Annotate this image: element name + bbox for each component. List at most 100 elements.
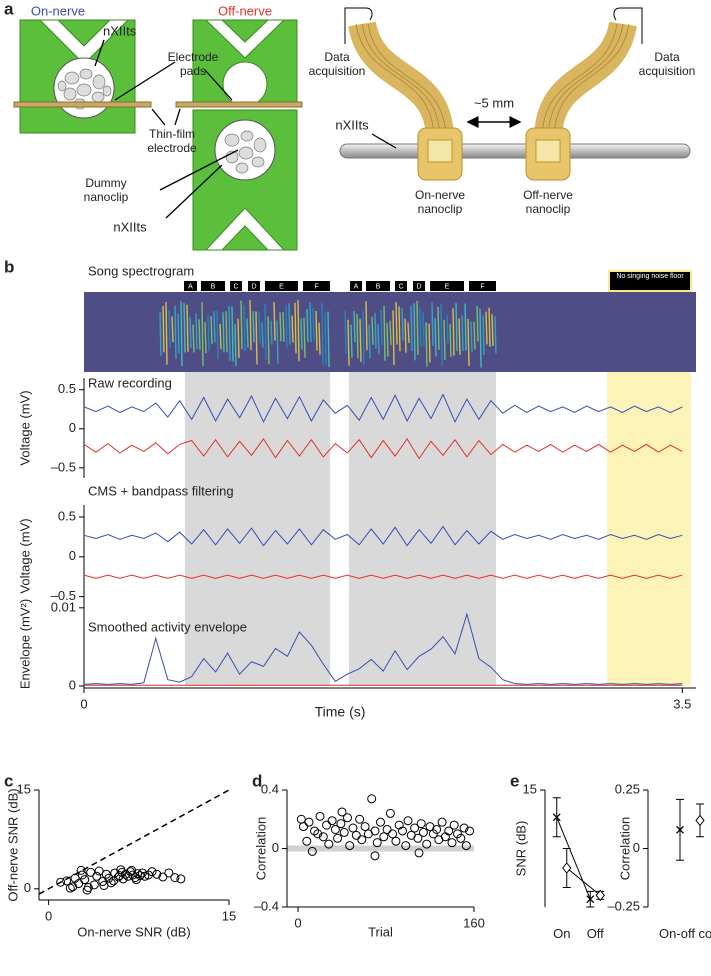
marker	[586, 895, 595, 904]
spectrogram-stroke	[356, 313, 359, 359]
spectrogram-stroke	[407, 322, 410, 343]
syllable-box	[201, 281, 225, 291]
x-axis-label: Time (s)	[315, 704, 366, 720]
spectrogram-stroke	[377, 323, 380, 355]
spectrogram-stroke	[467, 318, 470, 366]
spectrogram-stroke	[192, 324, 195, 353]
spectrogram-stroke	[362, 311, 365, 365]
spectrogram-stroke	[282, 312, 285, 342]
spectrogram-stroke	[291, 315, 294, 343]
point	[83, 882, 93, 892]
x-tick-label: On	[553, 926, 571, 941]
syllable-box	[230, 281, 242, 291]
spectrogram-stroke	[440, 303, 443, 366]
point	[357, 835, 367, 845]
spectrogram-stroke	[288, 303, 291, 345]
point	[432, 824, 442, 834]
nanoclips	[417, 127, 571, 181]
spectrogram-stroke	[180, 301, 183, 367]
point	[94, 866, 104, 876]
spectrogram-stroke	[413, 303, 416, 361]
point	[62, 876, 72, 886]
label: nXIIts	[113, 219, 147, 234]
spectrogram-stroke	[204, 322, 207, 354]
trace	[83, 393, 683, 423]
spectrogram-stroke	[494, 316, 497, 354]
point	[313, 829, 323, 839]
spectrogram-stroke	[165, 301, 168, 365]
spectrogram-stroke	[488, 307, 491, 347]
label: nXIIts	[103, 23, 137, 38]
connector	[556, 817, 591, 900]
spectrogram-stroke	[258, 311, 261, 344]
spectrogram-stroke	[383, 305, 386, 361]
point	[444, 826, 454, 836]
spectrogram-stroke	[162, 306, 165, 353]
spectrogram-stroke	[485, 311, 488, 345]
spectrogram-stroke	[401, 308, 404, 341]
point	[123, 871, 133, 881]
point	[86, 867, 96, 877]
off-nerve-clip	[192, 19, 298, 251]
spectrogram-stroke	[243, 305, 246, 352]
y-tick-label: 0	[69, 677, 76, 692]
point	[92, 871, 102, 881]
spectrogram-stroke	[207, 315, 210, 352]
spectrogram-stroke	[479, 308, 482, 368]
spectrogram-stroke	[228, 305, 231, 361]
noise-floor-interval	[607, 372, 691, 686]
point	[147, 867, 157, 877]
y-axis-label: Voltage (mV)	[17, 390, 32, 465]
point	[348, 823, 358, 833]
syllable-label: F	[480, 283, 484, 290]
point	[299, 822, 308, 832]
point	[422, 839, 432, 849]
spectrogram-stroke	[249, 300, 252, 351]
point	[76, 865, 86, 875]
spectrogram-stroke	[159, 312, 162, 356]
y-tick-label: 0	[633, 840, 640, 855]
point	[337, 807, 347, 817]
syllable-label: F	[314, 283, 318, 290]
spectrogram-stroke	[186, 304, 189, 352]
y-tick-label: 0	[69, 420, 76, 435]
spectrogram-stroke	[425, 322, 428, 367]
spectrogram-stroke	[267, 316, 270, 365]
spectrogram-stroke	[324, 312, 327, 366]
spectrogram-stroke	[437, 306, 440, 350]
label: ~5 mm	[474, 95, 514, 110]
spectrogram-stroke	[252, 311, 255, 343]
point	[370, 851, 380, 861]
syllable-box	[303, 281, 330, 291]
x-tick-label: 0	[294, 915, 301, 930]
syllable-box	[395, 281, 407, 291]
point	[388, 829, 398, 839]
spectrogram-stroke	[174, 305, 177, 359]
point	[56, 877, 66, 887]
point	[324, 839, 334, 849]
spectrogram-stroke	[198, 319, 201, 350]
spectrogram-stroke	[222, 312, 225, 353]
spectrogram-stroke	[380, 309, 383, 346]
syllable-label: A	[354, 283, 359, 290]
spectrogram-stroke	[264, 303, 267, 360]
song-interval	[184, 372, 331, 686]
spectrogram-stroke	[455, 303, 458, 351]
syllable-label: C	[398, 283, 403, 290]
spectrogram-stroke	[303, 317, 306, 358]
point	[447, 838, 457, 848]
point	[351, 830, 361, 840]
point	[77, 870, 87, 880]
point	[372, 838, 382, 848]
syllable-box	[248, 281, 260, 291]
point	[376, 817, 385, 827]
thin-film	[175, 101, 303, 108]
point	[449, 820, 459, 830]
spectrogram-stroke	[368, 324, 371, 359]
spectrogram-stroke	[428, 323, 431, 363]
marker	[552, 813, 561, 822]
label: Thin-film electrode	[147, 127, 197, 155]
leader-line	[371, 133, 397, 149]
spectrogram-stroke	[237, 318, 240, 358]
spectrogram-stroke	[359, 318, 362, 362]
